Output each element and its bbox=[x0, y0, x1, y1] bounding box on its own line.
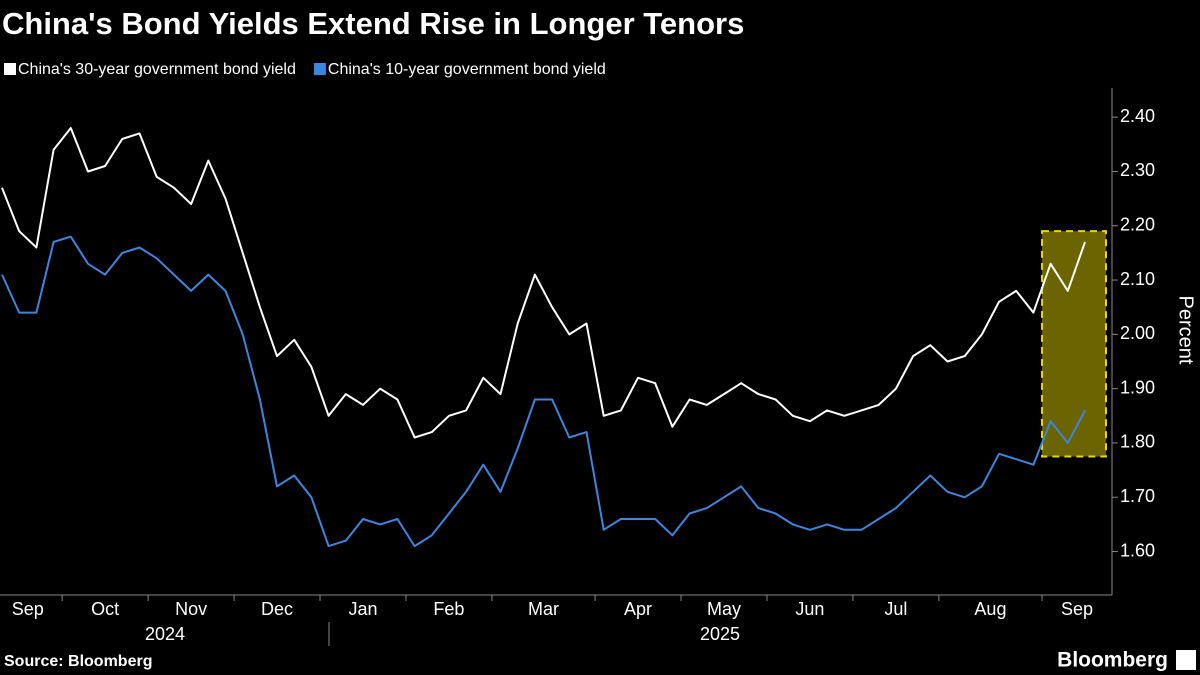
year-label: 2025 bbox=[700, 624, 740, 644]
x-tick-label: Nov bbox=[175, 599, 207, 619]
x-tick-label: Sep bbox=[12, 599, 44, 619]
legend-swatch bbox=[313, 63, 326, 75]
series-line bbox=[1, 235, 1086, 548]
y-tick-label: 2.10 bbox=[1120, 269, 1155, 289]
y-tick-label: 1.60 bbox=[1120, 540, 1155, 560]
y-tick-label: 1.70 bbox=[1120, 486, 1155, 506]
y-tick-label: 1.80 bbox=[1120, 432, 1155, 452]
y-tick-label: 2.30 bbox=[1120, 160, 1155, 180]
y-tick-label: 2.20 bbox=[1120, 215, 1155, 235]
legend-label: China's 30-year government bond yield bbox=[18, 61, 296, 78]
source: Source: Bloomberg bbox=[4, 653, 152, 670]
y-tick-label: 2.40 bbox=[1120, 106, 1155, 126]
brand: Bloomberg bbox=[1057, 649, 1168, 672]
y-axis-label: Percent bbox=[1175, 296, 1197, 365]
x-tick-label: Jan bbox=[348, 599, 377, 619]
x-tick-label: Dec bbox=[261, 599, 293, 619]
x-tick-label: Feb bbox=[433, 599, 464, 619]
x-tick-label: Apr bbox=[624, 599, 652, 619]
y-tick-label: 1.90 bbox=[1120, 377, 1155, 397]
year-label: 2024 bbox=[145, 624, 185, 644]
legend-label: China's 10-year government bond yield bbox=[328, 61, 606, 78]
x-tick-label: Jul bbox=[884, 599, 907, 619]
x-tick-label: Jun bbox=[795, 599, 824, 619]
x-tick-label: Aug bbox=[974, 599, 1006, 619]
x-tick-label: Sep bbox=[1061, 599, 1093, 619]
chart-title: China's Bond Yields Extend Rise in Longe… bbox=[2, 6, 744, 41]
series-line bbox=[1, 127, 1086, 439]
legend-swatch bbox=[4, 63, 16, 75]
x-tick-label: Mar bbox=[528, 599, 559, 619]
x-tick-label: May bbox=[707, 599, 741, 619]
y-tick-label: 2.00 bbox=[1120, 323, 1155, 343]
brand-icon bbox=[1176, 650, 1196, 670]
x-tick-label: Oct bbox=[91, 599, 119, 619]
